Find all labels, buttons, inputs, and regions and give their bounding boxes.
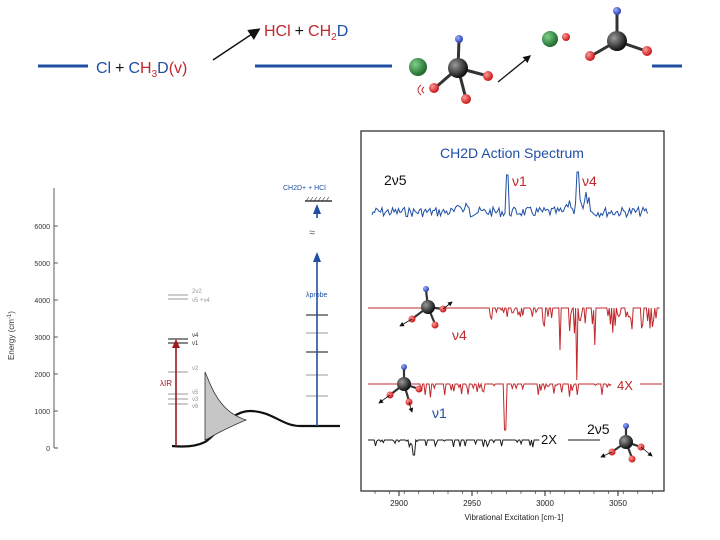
reactant-label: Cl + CH3D(v): [96, 60, 187, 80]
level-label-nu1: ν1: [192, 341, 199, 347]
energy-tick-label: 0: [46, 446, 50, 453]
molecule-cl-ch3d: [409, 35, 493, 104]
annotation-2x: 2X: [541, 432, 557, 447]
axis-break: ≈: [309, 227, 315, 239]
reaction-arrow: [212, 28, 261, 61]
level-label-nu5-nu4: ν5 +ν4: [192, 298, 211, 304]
spectrum-x-label: Vibrational Excitation [cm-1]: [464, 513, 563, 522]
annotation-nu4-red: ν4: [452, 327, 467, 343]
energy-tick-label: 3000: [34, 335, 50, 342]
energy-axis-ticks: 0 1000 2000 3000 4000 5000 6000: [34, 224, 58, 453]
annotation-2nu5-bottom: 2ν5: [587, 421, 610, 437]
trace-blue: [371, 171, 648, 219]
energy-tick-label: 5000: [34, 261, 50, 268]
molecule-arrow: [497, 55, 532, 83]
energy-tick-label: 6000: [34, 224, 50, 231]
vibrational-levels: [168, 294, 188, 405]
molecule-hcl-ch2d: [542, 7, 652, 61]
reaction-scheme: Cl + CH3D(v) HCl + CH2D: [38, 7, 682, 104]
spectrum-panel: CH2D Action Spectrum 2ν5 ν1 ν4 ν4 4X ν1 …: [360, 130, 665, 522]
energy-tick-label: 2000: [34, 372, 50, 379]
molecule-nu1: [378, 364, 423, 413]
energy-axis-label: Energy (cm-1): [7, 311, 16, 360]
level-label-nu6: ν6: [192, 404, 199, 410]
x-tick-label: 2950: [463, 499, 481, 508]
wavepacket: [204, 371, 248, 441]
x-tick-label: 3050: [609, 499, 627, 508]
molecule-2nu5: [600, 423, 653, 463]
annotation-nu1-blue: ν1: [432, 405, 447, 421]
x-tick-label: 3000: [536, 499, 554, 508]
lambda-probe-label: λprobe: [306, 292, 328, 299]
product-label: HCl + CH2D: [264, 23, 348, 43]
annotation-2nu5-top: 2ν5: [384, 172, 407, 188]
trace-black: [368, 438, 600, 456]
lambda-ir-label: λIR: [160, 379, 172, 388]
spectrum-title: CH2D Action Spectrum: [440, 145, 584, 161]
x-tick-label: 2900: [390, 499, 408, 508]
level-label-2nu2: 2ν2: [192, 289, 202, 295]
annotation-4x: 4X: [617, 378, 633, 393]
energy-tick-label: 4000: [34, 298, 50, 305]
annotation-nu4-top: ν4: [582, 173, 597, 189]
trace-red-4x: [368, 382, 662, 431]
molecule-nu4: [399, 286, 453, 329]
level-label-nu4: ν4: [192, 333, 199, 339]
ion-state-label: CH2D+ + HCl: [283, 185, 326, 192]
level-label-nu3: ν3: [192, 397, 199, 403]
spectrum-x-ticks: 2900 2950 3000 3050: [374, 491, 653, 508]
level-label-nu2: ν2: [192, 366, 199, 372]
annotation-nu1-top: ν1: [512, 173, 527, 189]
energy-tick-label: 1000: [34, 409, 50, 416]
potential-curve: [171, 409, 340, 448]
trace-red: [368, 306, 660, 381]
level-label-nu5: ν5: [192, 390, 199, 396]
